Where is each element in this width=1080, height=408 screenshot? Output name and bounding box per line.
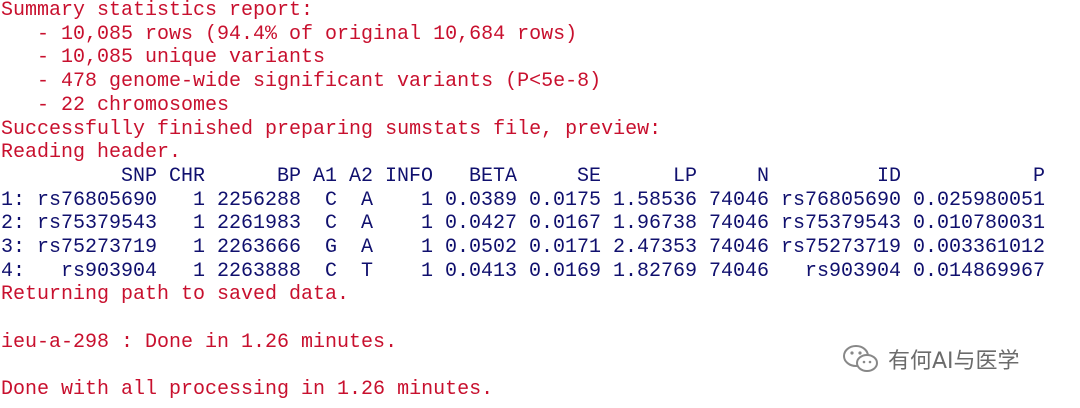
table-cell: 2263666 bbox=[216, 236, 301, 259]
report-title: Summary statistics report: bbox=[1, 0, 314, 22]
watermark-text: 有何AI与医学 bbox=[888, 349, 1020, 374]
report-item: - 10,085 rows (94.4% of original 10,684 … bbox=[37, 22, 578, 46]
report-item: - 478 genome-wide significant variants (… bbox=[37, 70, 602, 94]
table-cell: 0.003361012 bbox=[912, 236, 1045, 259]
table-cell: C bbox=[324, 188, 337, 212]
table-cell: A bbox=[360, 212, 373, 236]
table-cell: 0.014869967 bbox=[912, 259, 1045, 283]
table-row: 1: rs76805690 1 2256288 C A 1 0.0389 0.0175 1.585… bbox=[1, 189, 1045, 213]
table-cell: G bbox=[324, 236, 337, 259]
column-header: A1 bbox=[312, 164, 337, 188]
table-cell: rs903904 bbox=[804, 259, 901, 283]
table-cell: 2263888 bbox=[216, 259, 301, 283]
table-cell: 1.82769 bbox=[612, 259, 697, 283]
table-cell: 0.0175 bbox=[528, 188, 601, 212]
table-cell: rs76805690 bbox=[36, 188, 157, 212]
table-cell: 2256288 bbox=[216, 188, 301, 212]
column-header: INFO bbox=[384, 164, 433, 188]
status-message: ieu-a-298 : Done in 1.26 minutes. bbox=[1, 330, 398, 354]
table-cell: 0.0427 bbox=[444, 212, 517, 236]
column-header: BETA bbox=[468, 164, 517, 188]
table-cell: 1.96738 bbox=[612, 212, 697, 236]
table-cell: 0.010780031 bbox=[912, 212, 1045, 236]
table-cell: A bbox=[360, 188, 373, 212]
row-label: 4: bbox=[1, 259, 26, 283]
table-cell: A bbox=[360, 236, 373, 259]
table-cell: 1.58536 bbox=[612, 188, 697, 212]
table-cell: 2261983 bbox=[216, 212, 301, 236]
watermark: 有何AI与医学 bbox=[842, 342, 1020, 376]
table-cell: rs75273719 bbox=[780, 236, 901, 259]
table-cell: 0.025980051 bbox=[912, 188, 1045, 212]
table-cell: 0.0167 bbox=[528, 212, 601, 236]
final-message: Done with all processing in 1.26 minutes… bbox=[1, 378, 494, 402]
table-cell: 1 bbox=[420, 236, 433, 259]
table-cell: 74046 bbox=[708, 259, 769, 283]
table-row: 2: rs75379543 1 2261983 C A 1 0.0427 0.0167 1.967… bbox=[1, 212, 1045, 236]
table-cell: 74046 bbox=[708, 236, 769, 259]
table-cell: 1 bbox=[192, 188, 205, 212]
table-cell: 0.0389 bbox=[444, 188, 517, 212]
column-header: CHR bbox=[168, 164, 205, 188]
table-cell: 0.0502 bbox=[444, 236, 517, 259]
table-row: 3: rs75273719 1 2263666 G A 1 0.0502 0.0171 2.473… bbox=[1, 236, 1045, 260]
message: Returning path to saved data. bbox=[1, 283, 350, 307]
wechat-icon bbox=[843, 345, 878, 372]
column-header: SNP bbox=[120, 164, 157, 188]
table-cell: 2.47353 bbox=[612, 236, 697, 259]
column-header: LP bbox=[672, 164, 697, 188]
table-cell: T bbox=[360, 259, 373, 283]
column-header: A2 bbox=[348, 164, 373, 188]
table-cell: 74046 bbox=[708, 188, 769, 212]
table-cell: 1 bbox=[420, 259, 433, 283]
table-cell: C bbox=[324, 212, 337, 236]
table-cell: rs75379543 bbox=[36, 212, 157, 236]
table-cell: 1 bbox=[192, 259, 205, 283]
table-row: 4: rs903904 1 2263888 C T 1 0.0413 0.0169 1.82769… bbox=[1, 260, 1045, 284]
report-item: - 22 chromosomes bbox=[37, 93, 230, 117]
table-cell: 0.0413 bbox=[444, 259, 517, 283]
table-cell: C bbox=[324, 259, 337, 283]
report-item: - 10,085 unique variants bbox=[37, 46, 326, 70]
table-cell: 1 bbox=[192, 212, 205, 236]
table-cell: rs75273719 bbox=[36, 236, 157, 259]
table-header: SNP CHR BP A1 A2 INFO BETA SE LP N ID P bbox=[1, 165, 1045, 189]
column-header: N bbox=[756, 164, 769, 188]
table-cell: 1 bbox=[420, 212, 433, 236]
table-cell: 1 bbox=[420, 188, 433, 212]
row-label: 1: bbox=[1, 188, 26, 212]
row-label: 3: bbox=[1, 236, 26, 259]
table-cell: rs903904 bbox=[60, 259, 157, 283]
column-header: ID bbox=[876, 164, 901, 188]
column-header: SE bbox=[576, 164, 601, 188]
table-cell: 0.0169 bbox=[528, 259, 601, 283]
table-cell: 1 bbox=[192, 236, 205, 259]
table-cell: 74046 bbox=[708, 212, 769, 236]
row-label: 2: bbox=[1, 212, 26, 236]
message: Successfully finished preparing sumstats… bbox=[1, 117, 662, 141]
table-cell: rs76805690 bbox=[780, 188, 901, 212]
message: Reading header. bbox=[1, 141, 182, 165]
column-header: BP bbox=[276, 164, 301, 188]
table-cell: 0.0171 bbox=[528, 236, 601, 259]
column-header: P bbox=[1032, 164, 1045, 188]
table-cell: rs75379543 bbox=[780, 212, 901, 236]
